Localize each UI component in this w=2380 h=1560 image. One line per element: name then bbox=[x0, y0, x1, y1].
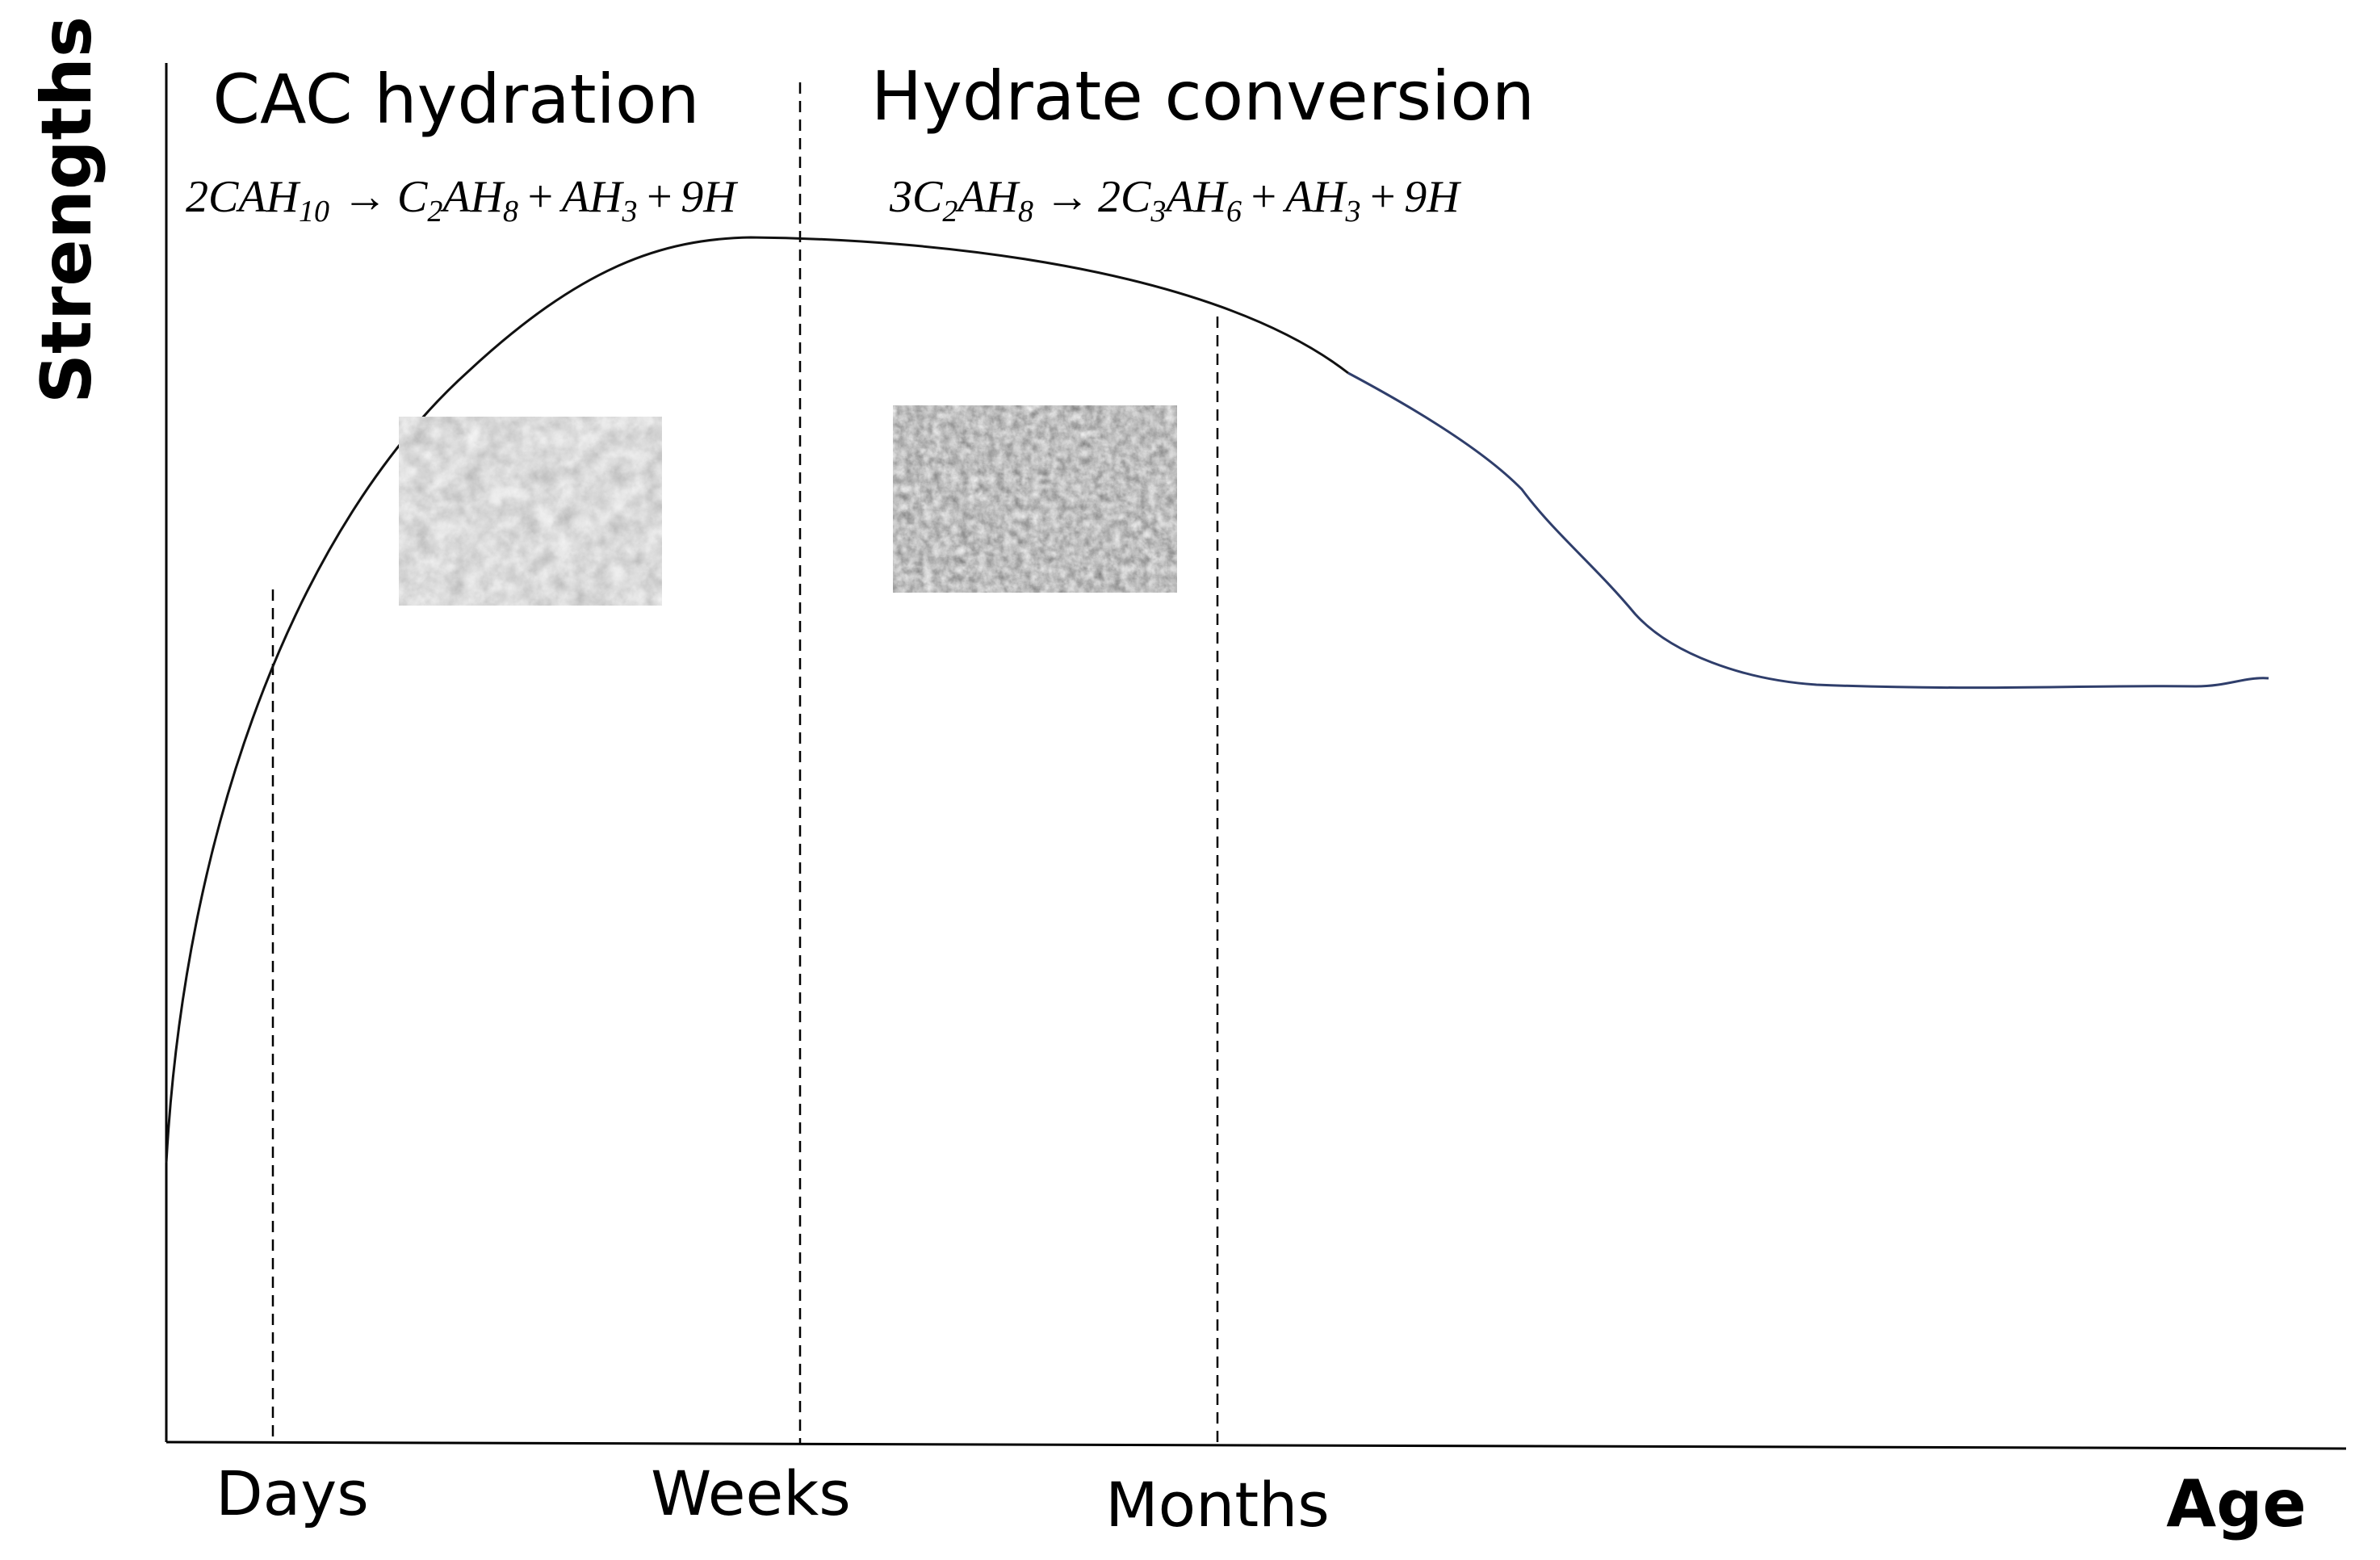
time-mark-weeks: Weeks bbox=[651, 1457, 851, 1529]
time-mark-days: Days bbox=[216, 1457, 369, 1529]
x-axis-label: Age bbox=[2166, 1466, 2306, 1541]
strength-curve-late bbox=[1347, 371, 2269, 690]
sem-micrograph-c3ah6 bbox=[893, 405, 1177, 593]
reaction-equation-1: 2CAH10 → C2AH8 + AH3 +9H bbox=[186, 172, 738, 229]
sem-micrograph-cah10 bbox=[399, 417, 662, 606]
strength-curve-early bbox=[165, 236, 1349, 1164]
x-axis bbox=[166, 1440, 2347, 1450]
phase-title-cac-hydration: CAC hydration bbox=[212, 60, 699, 139]
y-axis-label: Strengths bbox=[27, 16, 107, 404]
reaction-equation-2: 3C2AH8 → 2C3AH6 + AH3 +9H bbox=[889, 172, 1461, 229]
time-mark-months: Months bbox=[1105, 1469, 1330, 1541]
phase-title-hydrate-conversion: Hydrate conversion bbox=[871, 57, 1535, 136]
